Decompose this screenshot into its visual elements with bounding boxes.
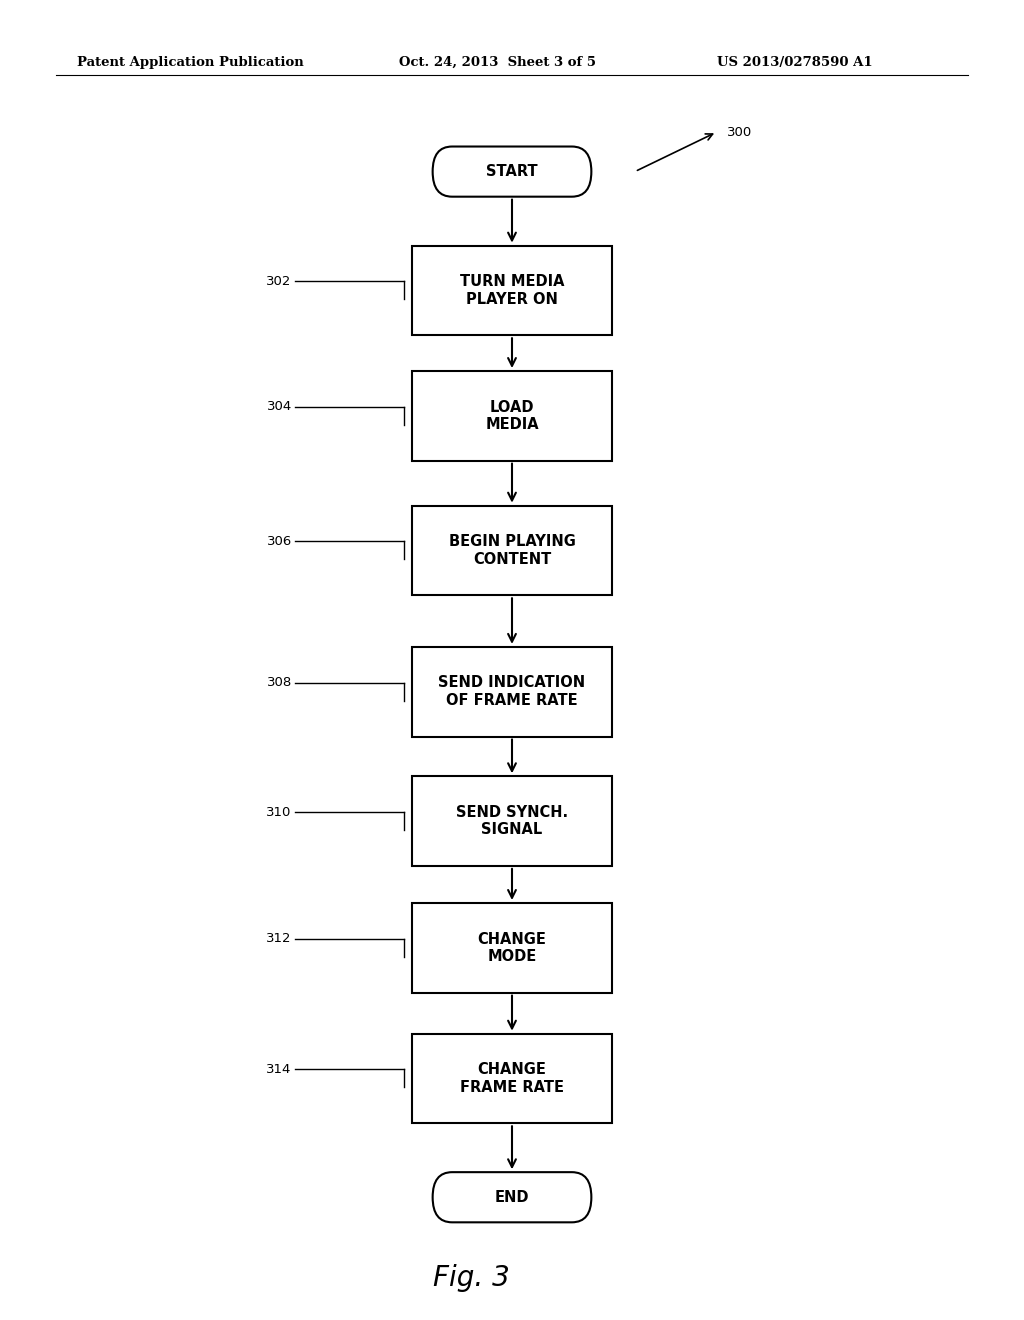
Text: 302: 302 [266, 275, 292, 288]
Text: 300: 300 [727, 125, 753, 139]
Text: 304: 304 [266, 400, 292, 413]
Text: 314: 314 [266, 1063, 292, 1076]
Text: END: END [495, 1189, 529, 1205]
FancyBboxPatch shape [412, 371, 611, 461]
FancyBboxPatch shape [412, 903, 611, 993]
Text: 306: 306 [266, 535, 292, 548]
Text: US 2013/0278590 A1: US 2013/0278590 A1 [717, 55, 872, 69]
Text: BEGIN PLAYING
CONTENT: BEGIN PLAYING CONTENT [449, 535, 575, 566]
FancyBboxPatch shape [412, 1034, 611, 1123]
FancyBboxPatch shape [412, 776, 611, 866]
Text: 310: 310 [266, 805, 292, 818]
Text: SEND SYNCH.
SIGNAL: SEND SYNCH. SIGNAL [456, 805, 568, 837]
Text: 308: 308 [266, 676, 292, 689]
Text: Fig. 3: Fig. 3 [433, 1263, 509, 1292]
FancyBboxPatch shape [432, 147, 592, 197]
FancyBboxPatch shape [412, 506, 611, 595]
Text: SEND INDICATION
OF FRAME RATE: SEND INDICATION OF FRAME RATE [438, 676, 586, 708]
Text: 312: 312 [266, 932, 292, 945]
FancyBboxPatch shape [412, 246, 611, 335]
Text: CHANGE
FRAME RATE: CHANGE FRAME RATE [460, 1063, 564, 1094]
Text: LOAD
MEDIA: LOAD MEDIA [485, 400, 539, 432]
Text: Oct. 24, 2013  Sheet 3 of 5: Oct. 24, 2013 Sheet 3 of 5 [399, 55, 596, 69]
FancyBboxPatch shape [412, 647, 611, 737]
Text: TURN MEDIA
PLAYER ON: TURN MEDIA PLAYER ON [460, 275, 564, 306]
Text: Patent Application Publication: Patent Application Publication [77, 55, 303, 69]
Text: START: START [486, 164, 538, 180]
FancyBboxPatch shape [432, 1172, 592, 1222]
Text: CHANGE
MODE: CHANGE MODE [477, 932, 547, 964]
